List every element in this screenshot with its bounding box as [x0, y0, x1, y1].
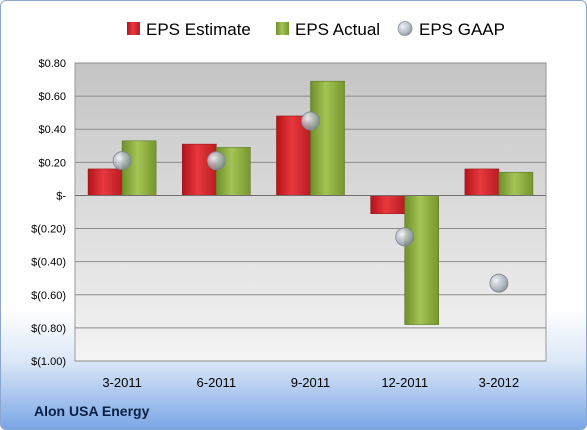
eps-gaap-marker	[206, 151, 226, 171]
eps-estimate-bar	[370, 195, 406, 214]
legend-label-gaap: EPS GAAP	[419, 20, 505, 39]
y-tick-label: $0.80	[38, 58, 66, 70]
gaap-markers	[112, 111, 509, 293]
x-category-label: 9-2011	[291, 375, 331, 390]
y-tick-label: $0.20	[38, 157, 66, 169]
x-category-label: 6-2011	[197, 375, 237, 390]
y-tick-label: $(0.80)	[31, 323, 66, 335]
y-tick-label: $(0.20)	[31, 224, 66, 236]
eps-estimate-bar	[276, 115, 311, 196]
eps-actual-bar	[498, 171, 534, 196]
legend-label-estimate: EPS Estimate	[146, 20, 251, 39]
eps-estimate-bar	[87, 168, 123, 196]
eps-estimate-bar	[464, 168, 500, 196]
x-axis-labels: 3-2011 6-2011 9-2011 12-2011 3-2012	[102, 375, 519, 390]
y-tick-label: $0.60	[38, 91, 66, 103]
eps-actual-bar	[310, 80, 345, 196]
x-category-label: 3-2012	[479, 375, 519, 390]
x-category-label: 12-2011	[381, 375, 428, 390]
eps-gaap-marker	[301, 111, 320, 131]
gridlines	[75, 62, 546, 362]
eps-estimate-bar	[182, 143, 217, 196]
y-tick-label: $(0.60)	[31, 290, 66, 302]
legend-label-actual: EPS Actual	[295, 20, 380, 39]
y-tick-label: $(1.00)	[31, 356, 66, 368]
legend-swatch-estimate	[127, 22, 140, 35]
eps-gaap-marker	[395, 227, 415, 247]
legend-item-gaap: EPS GAAP	[397, 20, 505, 39]
legend-item-actual: EPS Actual	[276, 20, 380, 39]
y-tick-label: $0.40	[38, 124, 66, 136]
legend-marker-gaap	[397, 21, 413, 36]
eps-gaap-marker	[489, 273, 509, 293]
eps-gaap-marker	[112, 151, 132, 171]
legend-item-estimate: EPS Estimate	[127, 20, 251, 39]
y-tick-label: $(0.40)	[31, 257, 66, 269]
y-tick-label: $-	[56, 190, 66, 202]
legend: EPS Estimate EPS Actual EPS GAAP	[127, 20, 505, 39]
legend-swatch-actual	[276, 22, 289, 35]
company-name: Alon USA Energy	[34, 403, 150, 419]
x-category-label: 3-2011	[102, 375, 142, 390]
y-axis-ticks: $0.80 $0.60 $0.40 $0.20 $- $(0.20) $(0.40) $(0.…	[31, 58, 66, 368]
eps-actual-bar	[404, 195, 440, 325]
